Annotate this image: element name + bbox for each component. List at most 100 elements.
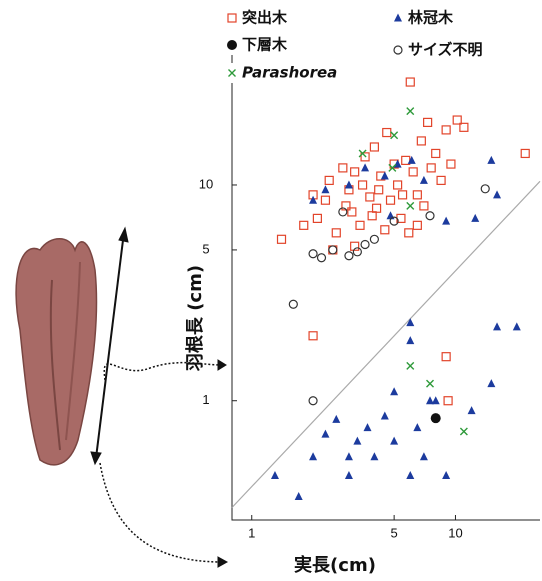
y-tick-label: 5 [202, 241, 209, 256]
triangle-point [295, 492, 303, 500]
triangle-point [321, 430, 329, 438]
square-point [427, 164, 435, 172]
triangle-point [381, 411, 389, 419]
x-axis-label: 実長(cm) [294, 554, 376, 576]
triangle-point [390, 437, 398, 445]
square-point [313, 214, 321, 222]
square-point [399, 191, 407, 199]
legend-label: 突出木 [242, 9, 288, 27]
triangle-point [442, 217, 450, 225]
triangle-point [493, 190, 501, 198]
x-point [407, 362, 414, 369]
square-point [432, 149, 440, 157]
series [278, 78, 530, 405]
circle-point [339, 208, 347, 216]
circle-point [309, 250, 317, 258]
circle-point [329, 246, 337, 254]
triangle-point [321, 185, 329, 193]
square-point [366, 193, 374, 201]
triangle-point [309, 452, 317, 460]
x-tick-label: 1 [248, 525, 255, 540]
triangle-point [493, 322, 501, 330]
square-point [387, 196, 395, 204]
triangle-point [309, 196, 317, 204]
square-point [413, 221, 421, 229]
circle-point [426, 212, 434, 220]
square-point [325, 176, 333, 184]
triangle-point [420, 452, 428, 460]
square-point [442, 353, 450, 361]
square-point [437, 176, 445, 184]
square-point [406, 78, 414, 86]
x-point [391, 132, 398, 139]
circle-point [345, 252, 353, 260]
y-tick-label: 1 [202, 392, 209, 407]
x-point [407, 108, 414, 115]
square-point [394, 181, 402, 189]
y-axis-label: 羽根長 (cm) [184, 265, 206, 371]
triangle-point [413, 423, 421, 431]
series [431, 413, 441, 423]
triangle-point [363, 423, 371, 431]
square-point [351, 168, 359, 176]
x-tick-label: 10 [448, 525, 462, 540]
triangle-point [387, 211, 395, 219]
circle-point [353, 248, 361, 256]
triangle-point [487, 156, 495, 164]
triangle-point [471, 214, 479, 222]
triangle-point [420, 176, 428, 184]
triangle-point [406, 471, 414, 479]
x-point [460, 428, 467, 435]
square-point [444, 397, 452, 405]
square-point [339, 164, 347, 172]
legend-item: サイズ不明 [390, 40, 490, 60]
square-point [521, 149, 529, 157]
circle-point [481, 185, 489, 193]
triangle-point [432, 396, 440, 404]
legend-item: 下層木 [224, 35, 324, 55]
reference-line [232, 181, 540, 507]
triangle-point [442, 471, 450, 479]
x-point [407, 202, 414, 209]
square-point [405, 229, 413, 237]
legend-item: 突出木 [224, 8, 324, 28]
legend-label: 林冠木 [408, 9, 454, 27]
triangle-point [345, 471, 353, 479]
square-point [356, 221, 364, 229]
square-point [300, 221, 308, 229]
circle-point [370, 235, 378, 243]
series [359, 108, 467, 435]
triangle-point [390, 387, 398, 395]
triangle-point [353, 437, 361, 445]
square-point [413, 191, 421, 199]
dot-point [431, 413, 441, 423]
square-point [381, 226, 389, 234]
legend-item: 林冠木 [390, 8, 490, 28]
axes [232, 38, 540, 520]
triangle-point [381, 172, 389, 180]
figure: 実長(cm) 羽根長 (cm) 15101510突出木林冠木下層木サイズ不明Pa… [0, 0, 542, 581]
circle-point [318, 254, 326, 262]
circle-point [361, 240, 369, 248]
square-point [417, 137, 425, 145]
circle-point [309, 397, 317, 405]
square-point [442, 126, 450, 134]
triangle-point [361, 163, 369, 171]
square-point [420, 202, 428, 210]
triangle-point [370, 452, 378, 460]
triangle-point [332, 415, 340, 423]
legend-item: Parashorea [224, 63, 364, 83]
square-point [278, 235, 286, 243]
series [271, 156, 521, 500]
seed-photo [16, 239, 96, 465]
triangle-point [345, 452, 353, 460]
square-point [332, 229, 340, 237]
square-point [321, 196, 329, 204]
legend-label: 下層木 [242, 36, 288, 54]
legend-label: サイズ不明 [408, 41, 483, 59]
square-point [359, 181, 367, 189]
square-point [409, 168, 417, 176]
square-point [348, 208, 356, 216]
circle-point [289, 300, 297, 308]
square-point [373, 204, 381, 212]
